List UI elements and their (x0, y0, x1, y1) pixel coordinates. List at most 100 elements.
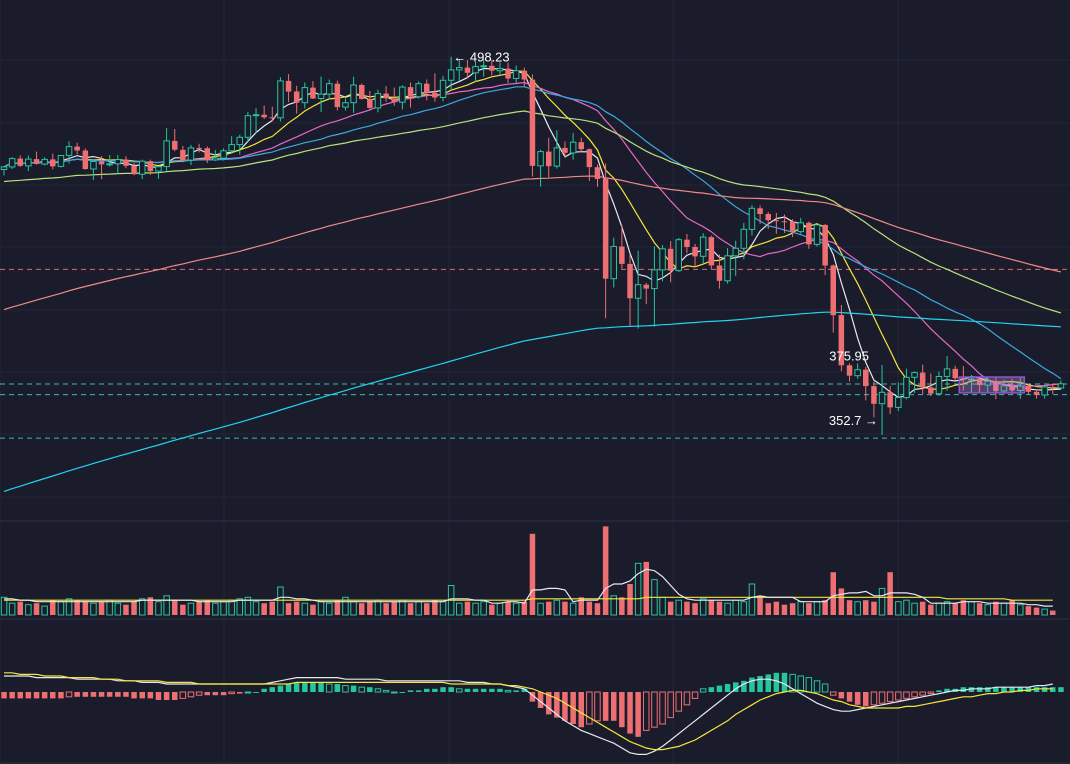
candle-body (911, 372, 918, 378)
macd-histogram-bar (489, 688, 495, 692)
volume-bar (512, 602, 520, 616)
candle-body (651, 269, 658, 290)
macd-histogram-bar (659, 691, 666, 725)
macd-histogram-bar (968, 687, 975, 692)
volume-bar (25, 604, 32, 616)
volume-bar (724, 602, 731, 616)
macd-histogram-bar (41, 692, 48, 699)
macd-histogram-bar (293, 682, 300, 692)
macd-histogram-bar (212, 692, 219, 696)
macd-histogram-bar (903, 691, 910, 699)
volume-bar (1017, 604, 1024, 616)
macd-histogram-bar (789, 673, 796, 693)
macd-histogram-bar (115, 692, 121, 697)
volume-bar (610, 595, 617, 616)
volume-bar (976, 603, 983, 615)
macd-histogram-bar (870, 691, 878, 706)
volume-bar (350, 601, 357, 616)
volume-bar (659, 596, 666, 616)
volume-bar (82, 601, 89, 615)
volume-bar (187, 602, 195, 616)
candle-body (326, 83, 333, 95)
macd-histogram-bar (244, 691, 252, 694)
macd-histogram-bar (757, 676, 763, 692)
macd-histogram-bar (98, 692, 105, 697)
macd-histogram-bar (805, 677, 813, 693)
macd-histogram-bar (944, 688, 950, 692)
candle-body (838, 315, 845, 366)
candle-body (952, 368, 958, 379)
candle-body (415, 83, 422, 98)
candle-body (627, 263, 633, 299)
macd-histogram-bar (691, 691, 699, 699)
candle-body (562, 147, 568, 153)
volume-bar (895, 601, 902, 616)
candle-body (342, 102, 349, 108)
volume-bar (748, 583, 756, 616)
volume-bar (960, 600, 967, 615)
volume-bar (106, 599, 113, 616)
candle-body (806, 222, 812, 245)
volume-bar (139, 598, 146, 616)
volume-bar (342, 596, 349, 616)
macd-histogram-bar (1041, 687, 1048, 692)
macd-histogram-bar (220, 692, 227, 696)
macd-histogram-bar (895, 691, 902, 701)
volume-bar (391, 601, 397, 615)
volume-bar (993, 601, 999, 615)
macd-histogram-bar (643, 691, 650, 731)
volume-bar (757, 595, 763, 615)
macd-histogram-bar (878, 691, 886, 704)
macd-histogram-bar (90, 692, 97, 697)
macd-histogram-bar (464, 688, 471, 692)
macd-histogram-bar (302, 682, 308, 692)
candle-body (496, 68, 504, 72)
macd-histogram-bar (773, 672, 780, 692)
volume-bar (359, 603, 365, 615)
candle-body (456, 67, 463, 71)
volume-bar (163, 595, 170, 616)
candle-body (252, 114, 260, 117)
macd-histogram-bar (277, 685, 284, 692)
macd-histogram-bar (578, 692, 584, 728)
volume-bar (521, 601, 528, 615)
macd-histogram-bar (741, 680, 747, 692)
macd-histogram-bar (9, 692, 15, 699)
macd-histogram-bar (846, 692, 853, 702)
candle-body (383, 93, 389, 99)
volume-bar (41, 605, 48, 616)
candle-body (1017, 385, 1024, 392)
macd-histogram-bar (334, 684, 341, 692)
candle-body (82, 150, 89, 169)
macd-histogram-bar (708, 687, 715, 692)
volume-bar (838, 588, 845, 615)
candle-body (350, 84, 357, 104)
volume-bar (935, 602, 943, 616)
candle-body (269, 117, 275, 119)
macd-histogram-bar (797, 675, 804, 693)
volume-bar (147, 597, 154, 615)
macd-histogram-bar (187, 691, 195, 698)
macd-histogram-bar (58, 692, 64, 699)
candle-body (724, 255, 731, 282)
volume-bar (326, 602, 333, 616)
volume-bar (172, 600, 178, 615)
macd-histogram-bar (195, 691, 203, 696)
candle-body (480, 65, 487, 68)
volume-bar (155, 601, 162, 616)
candle-body (594, 167, 601, 179)
candle-body (773, 220, 780, 222)
volume-bar (0, 596, 8, 616)
candle-body (187, 147, 195, 161)
candle-body (407, 87, 414, 97)
macd-histogram-bar (25, 692, 32, 699)
candle-body (659, 248, 666, 271)
candle-body (57, 155, 65, 167)
candle-body (684, 239, 690, 247)
candle-body (919, 372, 926, 388)
macd-histogram-bar (594, 691, 601, 722)
candle-body (675, 239, 682, 272)
macd-histogram-bar (586, 691, 593, 725)
macd-panel (1, 672, 1064, 755)
candle-body (90, 161, 97, 170)
